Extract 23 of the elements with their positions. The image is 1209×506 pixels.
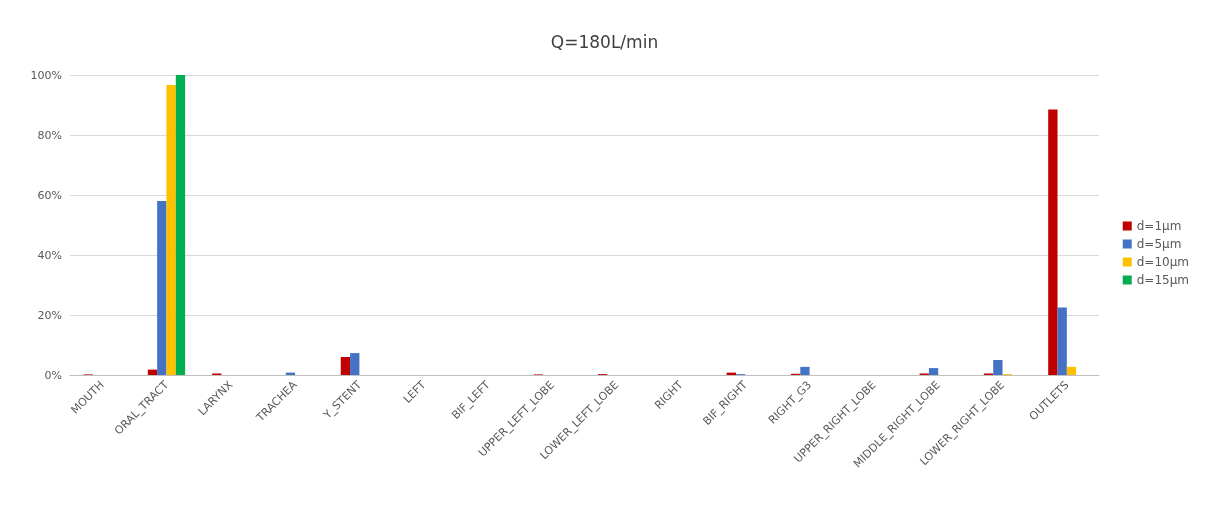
legend-label: d=10µm	[1136, 255, 1189, 269]
bar	[1066, 366, 1077, 375]
chart-title: Q=180L/min	[550, 31, 659, 52]
y-tick-label: 60%	[37, 188, 62, 202]
y-tick-label: 100%	[30, 68, 62, 82]
bar	[1048, 109, 1058, 375]
bar	[147, 369, 158, 375]
y-tick-label: 40%	[37, 248, 62, 262]
bar	[800, 366, 810, 375]
y-tick-label: 20%	[37, 308, 62, 322]
y-tick-label: 80%	[37, 128, 62, 142]
bar	[1057, 307, 1067, 375]
bar	[166, 84, 176, 375]
legend-label: d=15µm	[1136, 273, 1189, 287]
bar	[993, 360, 1003, 375]
bar	[350, 353, 360, 375]
y-tick-label: 0%	[44, 368, 62, 382]
bar	[340, 357, 351, 375]
bar	[928, 368, 939, 375]
legend-label: d=5µm	[1136, 237, 1182, 251]
legend-label: d=1µm	[1136, 219, 1182, 233]
bar	[157, 201, 167, 375]
bar	[175, 75, 186, 375]
